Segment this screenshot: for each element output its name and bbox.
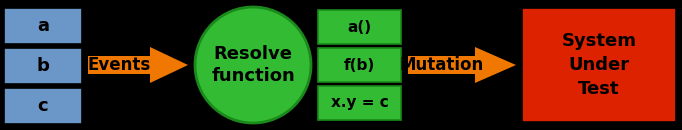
- Polygon shape: [408, 47, 516, 83]
- FancyBboxPatch shape: [318, 10, 401, 44]
- Text: c: c: [38, 97, 48, 115]
- FancyBboxPatch shape: [4, 8, 82, 44]
- Text: System
Under
Test: System Under Test: [561, 32, 636, 98]
- Text: Events: Events: [87, 56, 151, 74]
- FancyBboxPatch shape: [522, 8, 676, 122]
- Text: b: b: [37, 57, 49, 75]
- Text: f(b): f(b): [344, 57, 375, 73]
- Text: Mutation: Mutation: [400, 56, 484, 74]
- FancyBboxPatch shape: [318, 48, 401, 82]
- Polygon shape: [88, 47, 188, 83]
- Text: x.y = c: x.y = c: [331, 96, 388, 110]
- FancyBboxPatch shape: [4, 48, 82, 84]
- Text: Resolve
function: Resolve function: [211, 45, 295, 85]
- Text: a(): a(): [347, 20, 372, 34]
- Text: a: a: [37, 17, 49, 35]
- FancyBboxPatch shape: [4, 88, 82, 124]
- FancyBboxPatch shape: [318, 86, 401, 120]
- Ellipse shape: [195, 7, 311, 123]
